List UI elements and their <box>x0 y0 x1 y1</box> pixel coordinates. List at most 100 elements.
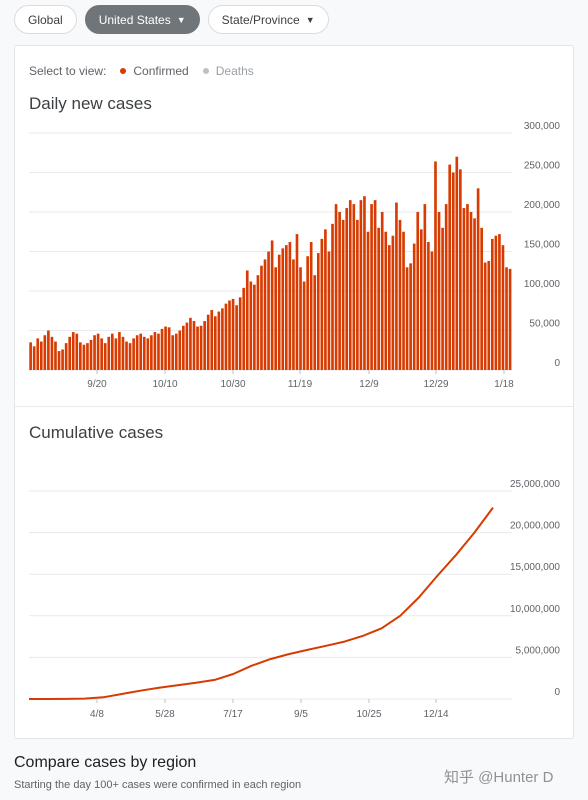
bar <box>57 351 61 370</box>
daily-chart-title: Daily new cases <box>29 94 152 113</box>
tab-label: United States <box>98 12 171 27</box>
bar <box>430 251 434 370</box>
bar <box>483 262 487 370</box>
x-tick-label: 1/18 <box>494 379 514 390</box>
bar <box>32 346 36 370</box>
bar <box>199 325 203 370</box>
bar <box>285 245 288 370</box>
bar <box>409 263 412 370</box>
bar <box>469 212 473 370</box>
x-tick-label: 12/9 <box>359 379 379 390</box>
tab-united-states[interactable]: United States ▼ <box>84 5 200 34</box>
bar <box>384 231 388 370</box>
bar <box>103 343 107 370</box>
bar <box>459 169 462 370</box>
bar <box>47 330 50 370</box>
y-tick-label: 0 <box>554 687 560 698</box>
bar <box>153 332 157 370</box>
bar <box>54 341 57 370</box>
bar <box>185 322 189 370</box>
bar <box>274 267 278 370</box>
bar <box>100 338 103 370</box>
bar <box>416 212 420 370</box>
x-tick-label: 5/28 <box>155 709 175 720</box>
bar <box>89 339 93 370</box>
bar <box>444 204 448 370</box>
region-tabs: Global United States ▼ State/Province ▼ <box>14 5 329 34</box>
bar <box>334 204 338 370</box>
bar <box>476 188 480 370</box>
bar <box>377 227 380 370</box>
bar <box>473 218 476 370</box>
bar <box>231 298 235 370</box>
bar <box>505 267 508 370</box>
bar <box>96 333 100 370</box>
compare-subtitle: Starting the day 100+ cases were confirm… <box>14 779 302 791</box>
metric-selector: Select to view: Confirmed Deaths <box>29 64 254 78</box>
bar <box>210 309 214 370</box>
y-tick-label: 10,000,000 <box>510 604 560 615</box>
bar <box>189 317 192 370</box>
bar <box>412 243 416 370</box>
bar <box>455 156 459 370</box>
bar <box>487 260 491 370</box>
bar <box>277 254 281 370</box>
bar <box>508 268 512 370</box>
bar <box>270 240 274 370</box>
option-deaths[interactable]: Deaths <box>202 64 254 78</box>
confirmed-dot-icon <box>120 68 127 74</box>
x-tick-label: 10/25 <box>356 709 381 720</box>
bar <box>395 202 398 370</box>
bar <box>341 219 345 370</box>
y-tick-label: 0 <box>554 358 560 369</box>
deaths-dot-icon <box>202 68 209 74</box>
tab-label: Global <box>28 12 63 27</box>
x-tick-label: 10/10 <box>152 379 177 390</box>
bar <box>167 327 171 370</box>
bar <box>466 204 469 370</box>
bar <box>43 335 47 370</box>
y-tick-label: 100,000 <box>524 279 561 290</box>
bar <box>263 259 267 370</box>
bar <box>405 267 409 370</box>
x-tick-label: 9/5 <box>294 709 308 720</box>
bar <box>203 321 206 370</box>
x-tick-label: 10/30 <box>220 379 245 390</box>
option-confirmed[interactable]: Confirmed <box>120 64 189 78</box>
caret-down-icon: ▼ <box>305 14 315 25</box>
bar <box>391 235 395 370</box>
tab-state-province[interactable]: State/Province ▼ <box>207 5 329 34</box>
bar <box>50 336 54 370</box>
tab-global[interactable]: Global <box>14 5 77 34</box>
bar <box>313 275 317 370</box>
x-tick-label: 12/29 <box>423 379 448 390</box>
bar <box>221 308 224 370</box>
bar <box>462 208 466 370</box>
bar <box>309 242 313 370</box>
bar <box>61 349 64 370</box>
bar <box>86 343 89 370</box>
bar <box>348 200 352 370</box>
bar <box>260 265 263 370</box>
bar <box>171 335 175 370</box>
bar <box>490 238 494 370</box>
bar <box>245 270 249 370</box>
bar <box>75 333 79 370</box>
bar <box>213 316 217 370</box>
bar <box>125 341 128 370</box>
bar <box>93 335 96 370</box>
bar <box>196 326 199 370</box>
x-tick-label: 9/20 <box>87 379 107 390</box>
bar <box>327 251 331 370</box>
bar <box>110 333 114 370</box>
y-tick-label: 50,000 <box>529 319 560 330</box>
bar <box>288 242 292 370</box>
bar <box>114 338 118 370</box>
y-tick-label: 300,000 <box>524 121 561 132</box>
bar <box>150 335 153 370</box>
x-tick-label: 4/8 <box>90 709 104 720</box>
bar <box>36 338 40 370</box>
bar <box>302 281 306 370</box>
bar <box>217 311 221 370</box>
bar <box>64 343 68 370</box>
